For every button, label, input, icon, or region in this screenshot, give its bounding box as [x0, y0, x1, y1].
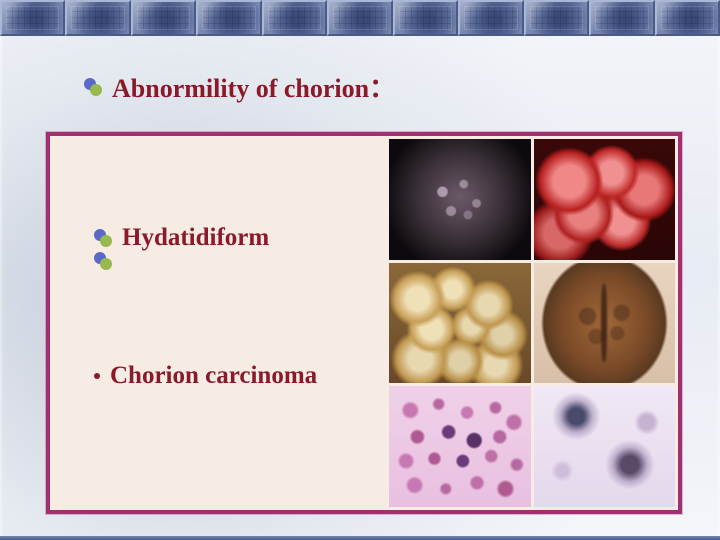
border-tile	[393, 0, 458, 36]
list-item	[94, 252, 122, 270]
border-tile	[524, 0, 589, 36]
bullet-disc-2	[90, 84, 102, 96]
dot-bullet-icon	[94, 373, 100, 379]
bottom-border-sliver	[0, 536, 720, 540]
thumbnail-hydatidiform-red	[534, 139, 675, 260]
border-tile	[327, 0, 392, 36]
top-tile-border	[0, 0, 720, 36]
border-tile	[262, 0, 327, 36]
border-tile	[131, 0, 196, 36]
double-disc-bullet-icon	[94, 229, 112, 247]
thumbnail-hydatidiform-tan	[389, 263, 530, 384]
thumbnail-histology-pink	[389, 386, 530, 507]
list-item-label: Hydatidiform	[122, 224, 269, 252]
border-tile	[589, 0, 654, 36]
list-item: Hydatidiform	[94, 224, 269, 252]
slide-title: Abnormility of chorion：	[112, 68, 395, 105]
border-tile	[655, 0, 720, 36]
thumbnail-chorion-brown	[534, 263, 675, 384]
bullet-disc-2	[100, 258, 112, 270]
double-disc-bullet-icon	[94, 252, 112, 270]
slide-content: Abnormility of chorion： Hydatidiform	[0, 36, 720, 536]
border-tile	[0, 0, 65, 36]
border-tile	[458, 0, 523, 36]
list-item-label: Chorion carcinoma	[110, 362, 317, 390]
slide-title-row: Abnormility of chorion：	[84, 68, 395, 105]
thumbnail-histology-pale	[534, 386, 675, 507]
thumbnail-hydatidiform-dark	[389, 139, 530, 260]
content-box: Hydatidiform Chorion carcinoma	[46, 132, 682, 514]
border-tile	[196, 0, 261, 36]
list-item: Chorion carcinoma	[94, 362, 317, 390]
image-grid	[389, 136, 678, 510]
bullet-disc-2	[100, 235, 112, 247]
border-tile	[65, 0, 130, 36]
double-disc-bullet-icon	[84, 78, 102, 96]
text-column: Hydatidiform Chorion carcinoma	[50, 136, 389, 510]
